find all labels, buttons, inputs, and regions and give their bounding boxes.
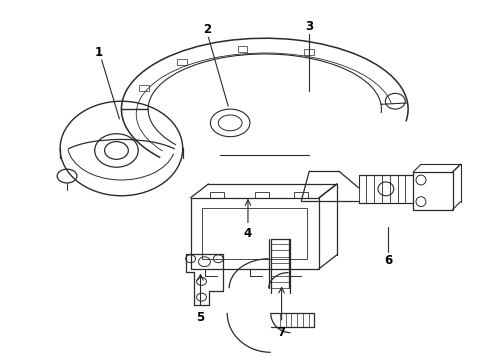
Bar <box>139 85 149 91</box>
Text: 3: 3 <box>305 20 313 33</box>
Text: 4: 4 <box>244 227 252 240</box>
Text: 2: 2 <box>203 23 212 36</box>
Bar <box>210 192 224 198</box>
Bar <box>238 46 247 52</box>
Bar <box>177 59 187 65</box>
Text: 5: 5 <box>196 311 205 324</box>
Bar <box>304 49 314 55</box>
Bar <box>294 192 308 198</box>
Text: 1: 1 <box>95 45 103 59</box>
Bar <box>413 172 453 210</box>
Text: 6: 6 <box>384 254 392 267</box>
Bar <box>202 208 307 259</box>
Bar <box>255 192 269 198</box>
Text: 7: 7 <box>277 326 286 339</box>
Bar <box>191 198 319 269</box>
